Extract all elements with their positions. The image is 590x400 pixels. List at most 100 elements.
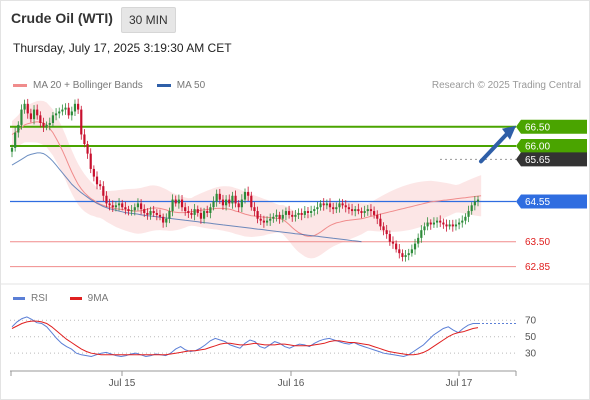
candle-body <box>61 109 64 112</box>
candle-body <box>401 253 404 258</box>
candle-body <box>354 209 357 212</box>
candle-body <box>180 199 184 208</box>
candle-body <box>372 211 376 215</box>
candle-body <box>48 122 51 125</box>
candle-body <box>410 249 413 254</box>
candle-body <box>391 241 395 244</box>
candle-body <box>70 111 73 116</box>
candle-body <box>174 199 177 204</box>
candle-body <box>423 226 426 231</box>
candle-body <box>231 195 234 204</box>
candle-body <box>335 207 338 210</box>
interval-button[interactable]: 30 MIN <box>121 7 176 33</box>
candle-body <box>32 109 36 120</box>
candle-body <box>202 211 206 219</box>
chart-datetime: Thursday, July 17, 2025 3:19:30 AM CET <box>13 41 232 55</box>
candle-body <box>111 205 114 208</box>
candle-body <box>89 153 92 169</box>
candle-body <box>281 214 284 219</box>
candle-body <box>350 209 354 212</box>
candle-body <box>297 212 300 215</box>
x-tick-label: Jul 15 <box>109 378 136 389</box>
level-label-65-65: 65.65 <box>525 155 550 166</box>
candle-body <box>250 195 253 208</box>
candle-body <box>165 218 168 223</box>
candle-body <box>404 255 407 258</box>
candle-body <box>310 211 313 213</box>
candle-body <box>187 211 190 213</box>
candle-body <box>328 203 332 208</box>
candle-body <box>102 186 105 196</box>
candle-body <box>461 220 464 223</box>
level-label-64-55: 64.55 <box>525 197 550 208</box>
candle-body <box>146 212 149 215</box>
candle-body <box>366 209 369 212</box>
candle-body <box>58 111 61 114</box>
candle-body <box>117 203 121 206</box>
level-label-63-50: 63.50 <box>525 237 550 248</box>
candle-body <box>17 124 20 133</box>
price-legend: MA 20 + Bollinger Bands MA 50 <box>13 80 205 91</box>
candle-body <box>221 199 225 206</box>
candle-body <box>325 203 328 206</box>
candle-body <box>114 205 118 208</box>
candle-body <box>473 201 476 206</box>
candle-body <box>413 243 417 250</box>
candle-body <box>26 103 29 114</box>
candle-body <box>451 224 454 227</box>
candle-body <box>253 207 256 212</box>
candle-body <box>417 237 420 244</box>
projection-arrow-shaft <box>479 130 510 164</box>
candle-body <box>332 207 335 210</box>
candle-body <box>265 220 269 223</box>
level-tag-66-00 <box>516 138 587 153</box>
candle-body <box>259 218 262 221</box>
candle-body <box>426 222 429 227</box>
ma50-legend-label: MA 50 <box>176 80 206 91</box>
candle-body <box>432 222 436 225</box>
candle-body <box>385 230 388 235</box>
candle-body <box>300 212 303 215</box>
candle-body <box>184 207 187 212</box>
candle-body <box>143 209 146 213</box>
candle-body <box>448 224 451 227</box>
candle-body <box>14 132 17 148</box>
ma9-legend-label: 9MA <box>87 293 109 304</box>
projection-arrow <box>479 125 516 164</box>
candle-body <box>45 124 48 127</box>
candle-body <box>54 113 58 116</box>
candle-body <box>269 218 272 221</box>
rsi-9ma-line <box>11 320 479 356</box>
ma20-legend-label: MA 20 + Bollinger Bands <box>33 80 143 91</box>
candle-body <box>77 103 80 110</box>
candle-body <box>108 203 111 206</box>
level-label-66-00: 66.00 <box>525 141 550 152</box>
candle-body <box>382 226 385 231</box>
candle-body <box>177 199 180 204</box>
candle-body <box>196 209 199 213</box>
level-labels: 66.50 66.00 65.65 64.55 63.50 62.85 <box>516 119 587 273</box>
candle-body <box>92 168 95 177</box>
candle-body <box>347 207 351 210</box>
level-tag-66-50 <box>516 119 587 134</box>
ma50-legend-swatch <box>156 84 171 87</box>
candle-body <box>247 191 250 196</box>
candle-body <box>439 220 442 223</box>
candle-body <box>199 212 203 219</box>
candle-body <box>243 191 247 200</box>
candle-body <box>395 243 398 250</box>
candle-body <box>467 211 470 217</box>
candle-body <box>278 214 281 219</box>
candle-body <box>445 224 448 227</box>
instrument-title: Crude Oil (WTI) <box>11 10 113 26</box>
ma20-line <box>11 121 482 237</box>
candle-body <box>344 205 347 208</box>
rsi-tick-50: 50 <box>525 332 537 343</box>
candle-body <box>130 210 133 212</box>
candle-body <box>225 199 228 206</box>
candle-body <box>206 211 209 213</box>
candle-body <box>42 122 45 127</box>
candle-body <box>29 113 32 120</box>
rsi-tick-30: 30 <box>525 349 537 360</box>
projection-arrow-head <box>502 125 516 140</box>
